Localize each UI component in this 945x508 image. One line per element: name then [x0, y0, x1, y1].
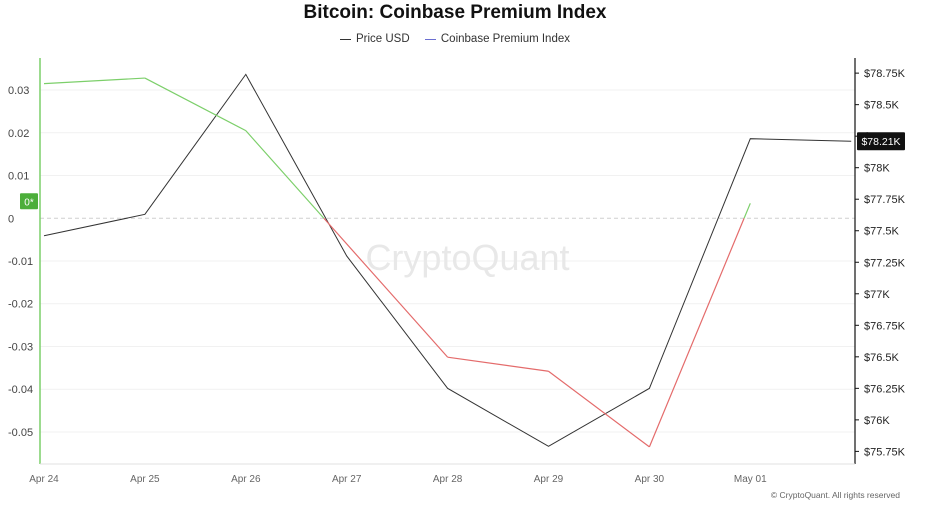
- left-tick-label: 0.03: [8, 85, 29, 97]
- right-tick-label: $76.5K: [864, 352, 900, 364]
- x-tick-label: Apr 29: [534, 474, 564, 485]
- legend-swatch-premium: [424, 38, 436, 40]
- copyright-notice: © CryptoQuant. All rights reserved: [770, 490, 900, 500]
- x-tick-label: Apr 30: [635, 474, 665, 485]
- x-tick-label: Apr 28: [433, 474, 463, 485]
- right-tick-label: $77.5K: [864, 226, 900, 238]
- x-tick-label: Apr 24: [29, 474, 59, 485]
- right-tick-label: $77.75K: [864, 194, 906, 206]
- right-tick-label: $76.75K: [864, 320, 906, 332]
- right-tick-label: $76.25K: [864, 383, 906, 395]
- premium-index-segment: [447, 356, 549, 372]
- legend-item-premium[interactable]: Coinbase Premium Index: [424, 33, 570, 46]
- current-price-label: $78.21K: [861, 136, 900, 148]
- left-tick-label: 0.02: [8, 128, 29, 140]
- premium-index-segment: [245, 130, 325, 219]
- chart-title: Bitcoin: Coinbase Premium Index: [303, 2, 607, 23]
- premium-index-segment: [648, 218, 745, 448]
- x-tick-label: Apr 26: [231, 474, 261, 485]
- zero-badge: [20, 193, 38, 210]
- legend-label-premium: Coinbase Premium Index: [440, 33, 570, 46]
- right-tick-label: $78.75K: [864, 68, 906, 80]
- premium-index-segment: [43, 77, 145, 85]
- legend-item-price[interactable]: Price USD: [339, 33, 410, 46]
- left-tick-label: 0.01: [8, 171, 29, 183]
- right-tick-label: $75.75K: [864, 446, 906, 458]
- left-tick-label: -0.05: [8, 427, 33, 439]
- current-price-badge: [857, 132, 905, 151]
- right-tick-label: $77.25K: [864, 257, 906, 269]
- zero-badge-label: 0*: [24, 197, 34, 208]
- right-tick-label: $78.5K: [864, 100, 900, 112]
- left-tick-label: -0.03: [8, 341, 33, 353]
- watermark-text: CryptoQuant: [365, 237, 569, 278]
- premium-index-segment: [743, 203, 751, 219]
- right-tick-label: $76K: [864, 415, 890, 427]
- legend-swatch-price: [339, 38, 351, 40]
- right-tick-label: $77K: [864, 289, 890, 301]
- left-tick-label: -0.04: [8, 384, 33, 396]
- x-tick-label: Apr 25: [130, 474, 160, 485]
- premium-index-segment: [323, 217, 449, 358]
- price-usd-line: [43, 73, 852, 447]
- premium-index-segment: [144, 77, 247, 132]
- left-tick-label: -0.02: [8, 299, 33, 311]
- chart-legend: Price USD Coinbase Premium Index: [0, 31, 910, 45]
- x-tick-label: May 01: [734, 474, 767, 485]
- left-tick-label: 0: [8, 213, 14, 225]
- right-tick-label: $78K: [864, 163, 890, 175]
- legend-label-price: Price USD: [355, 33, 410, 46]
- x-tick-label: Apr 27: [332, 474, 362, 485]
- left-tick-label: -0.01: [8, 256, 33, 268]
- premium-index-segment: [548, 370, 650, 448]
